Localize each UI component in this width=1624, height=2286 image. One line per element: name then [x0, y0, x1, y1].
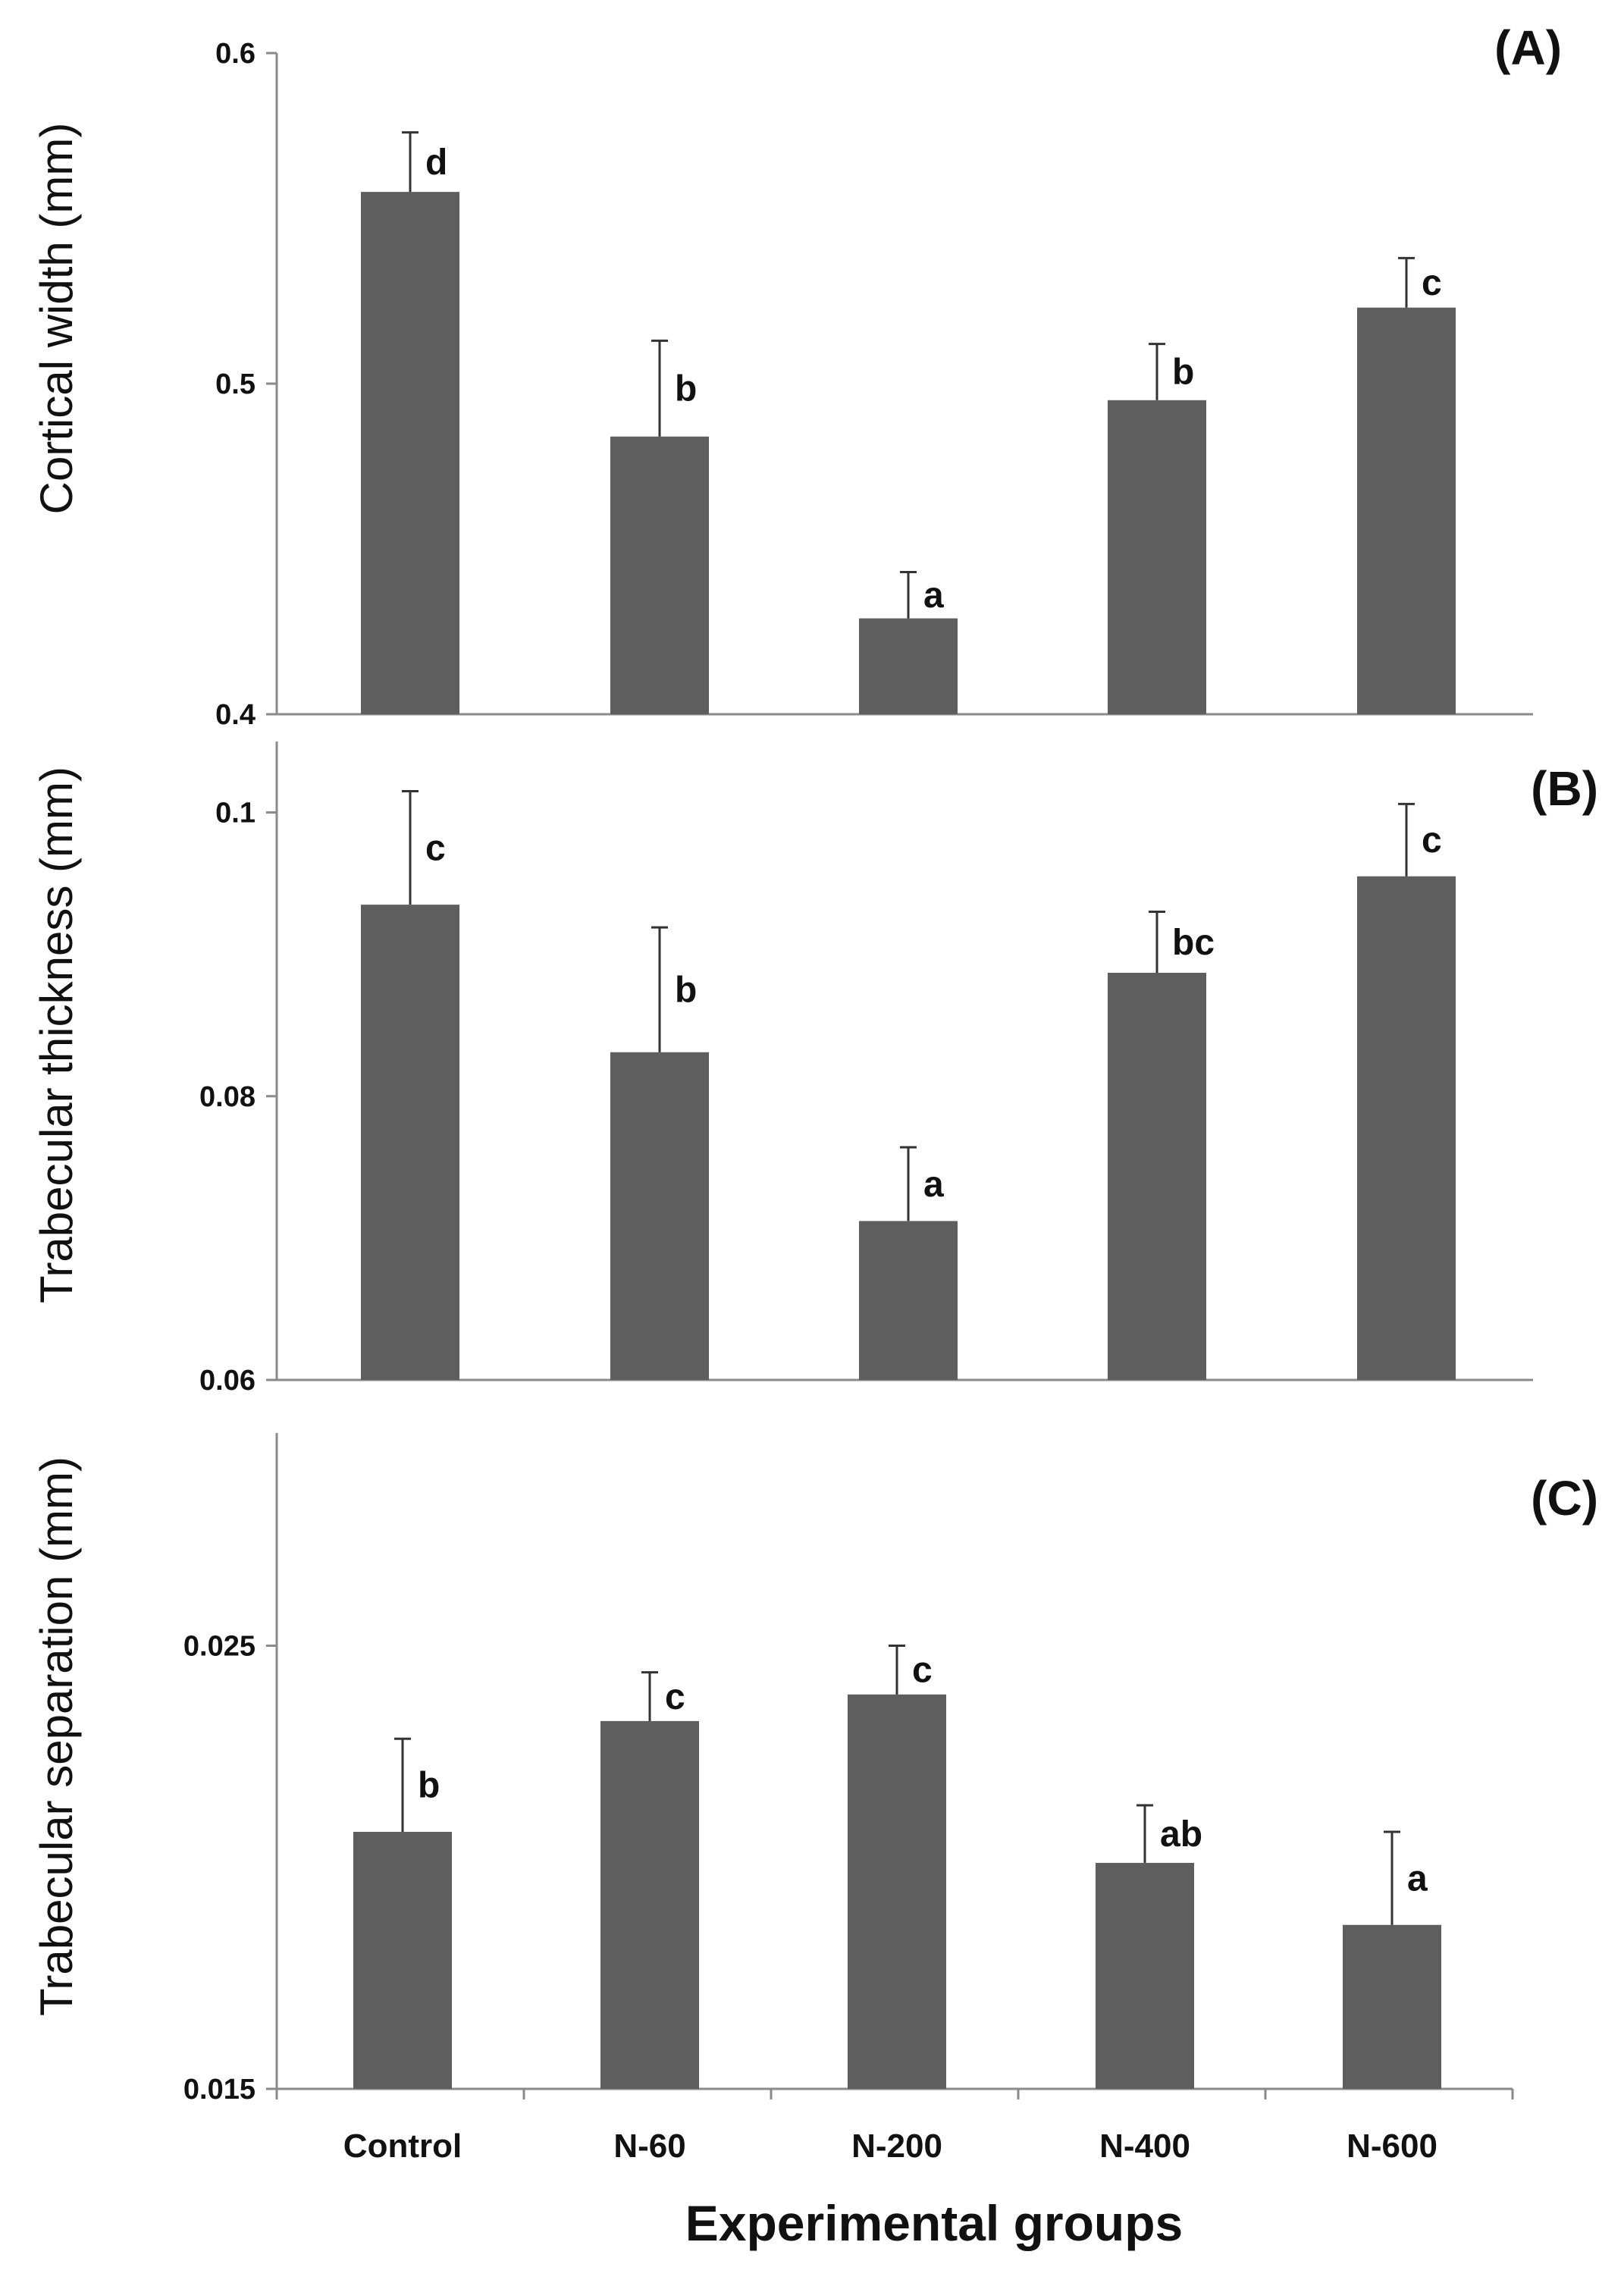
panel-c: Trabecular separation (mm) (C) 0.015 0.02… — [31, 1433, 1598, 2251]
bar-n-600 — [1357, 307, 1456, 715]
significance-label: b — [675, 369, 697, 409]
y-axis-label-c: Trabecular separation (mm) — [31, 1457, 82, 2016]
y-tick-label: 0.015 — [183, 2074, 256, 2106]
significance-label: a — [923, 575, 944, 616]
bar-n-600 — [1357, 876, 1456, 1380]
bar-n-400 — [1108, 400, 1206, 714]
bar-n-400 — [1096, 1862, 1194, 2089]
bar-n-60 — [610, 436, 709, 714]
panel-a: Cortical width (mm) (A) 0.4 0.5 0.6 d b a b c — [31, 20, 1562, 731]
y-tick-label: 0.08 — [199, 1081, 256, 1113]
panel-label-a: (A) — [1494, 20, 1562, 75]
significance-label: a — [923, 1165, 944, 1205]
y-tick-label: 0.025 — [183, 1631, 256, 1663]
bars-c: 0.015 0.025 b Control c N-60 c N-200 ab N-400 a N-6… — [183, 1433, 1514, 2165]
bar-control — [361, 192, 459, 714]
significance-label: b — [418, 1766, 440, 1806]
bar-n-200 — [859, 1221, 958, 1380]
x-tick-label: Control — [343, 2128, 462, 2165]
bar-n-200 — [848, 1694, 946, 2089]
x-axis-label: Experimental groups — [685, 2195, 1184, 2251]
significance-label: c — [1422, 820, 1442, 861]
y-tick-label: 0.4 — [215, 699, 256, 731]
significance-label: c — [425, 828, 446, 868]
bar-n-600 — [1343, 1924, 1441, 2089]
y-axis-label-a: Cortical width (mm) — [31, 123, 82, 515]
bar-n-200 — [859, 618, 958, 714]
bars-a: 0.4 0.5 0.6 d b a b c — [215, 38, 1533, 731]
y-tick-label: 0.1 — [215, 798, 256, 829]
significance-label: b — [1172, 353, 1194, 393]
significance-label: ab — [1160, 1814, 1202, 1855]
x-tick-label: N-400 — [1099, 2128, 1190, 2165]
x-tick-label: N-600 — [1347, 2128, 1437, 2165]
panel-label-c: (C) — [1531, 1471, 1598, 1526]
bar-n-60 — [610, 1052, 709, 1380]
significance-label: c — [912, 1651, 933, 1691]
bar-n-400 — [1108, 972, 1206, 1380]
y-tick-label: 0.06 — [199, 1365, 256, 1397]
y-axis-label-b: Trabecular thickness (mm) — [31, 767, 82, 1303]
bar-control — [353, 1832, 452, 2089]
panel-label-b: (B) — [1531, 761, 1598, 816]
bar-control — [361, 905, 459, 1380]
significance-label: a — [1407, 1858, 1428, 1899]
significance-label: d — [425, 143, 447, 183]
significance-label: bc — [1172, 923, 1215, 963]
y-tick-label: 0.6 — [215, 38, 256, 70]
x-tick-label: N-60 — [613, 2128, 685, 2165]
panel-b: Trabecular thickness (mm) (B) 0.060.080.… — [31, 742, 1598, 1397]
bars-b: 0.06 0.08 0.1 c b a bc c — [199, 742, 1533, 1397]
x-tick-label: N-200 — [851, 2128, 942, 2165]
significance-label: c — [1422, 263, 1442, 303]
significance-label: b — [675, 970, 697, 1010]
significance-label: c — [665, 1677, 685, 1717]
y-tick-label: 0.5 — [215, 368, 256, 400]
bar-n-60 — [600, 1720, 699, 2089]
